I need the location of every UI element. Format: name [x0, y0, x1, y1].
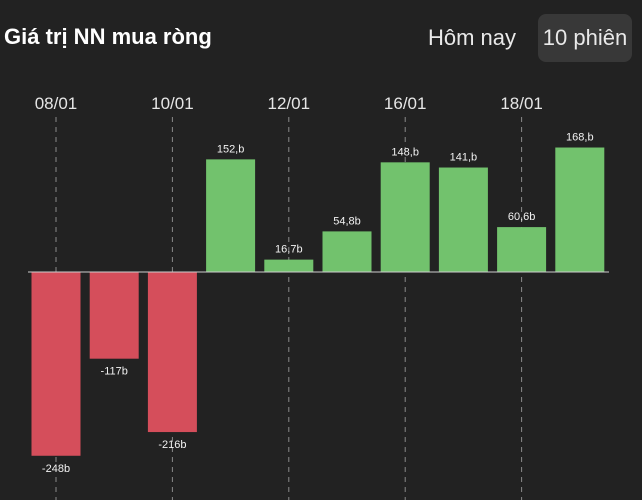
bar [438, 167, 488, 272]
data-label: 60,6b [508, 211, 536, 223]
header: Giá trị NN mua ròng Hôm nay 10 phiên [0, 0, 642, 76]
data-label: 148,b [391, 146, 419, 158]
data-label: 54,8b [333, 215, 361, 227]
bar [380, 162, 430, 272]
data-label: -216b [158, 439, 186, 451]
tab-today[interactable]: Hôm nay [427, 25, 517, 50]
bar [264, 259, 314, 272]
data-label: 16,7b [275, 244, 303, 256]
x-tick-label: 16/01 [384, 94, 427, 113]
data-label: 141,b [450, 152, 478, 164]
bar [322, 231, 372, 272]
tab-10-sessions[interactable]: 10 phiên [538, 14, 632, 62]
data-label: 168,b [566, 132, 594, 144]
bar [497, 227, 547, 272]
x-tick-label: 18/01 [500, 94, 543, 113]
bar [89, 272, 139, 359]
data-label: -117b [101, 366, 128, 378]
x-tick-label: 08/01 [35, 94, 78, 113]
data-label: -248b [42, 463, 70, 475]
x-tick-label: 10/01 [151, 94, 194, 113]
bar [206, 159, 256, 272]
chart-title: Giá trị NN mua ròng [4, 24, 212, 49]
bar [31, 272, 81, 456]
bar [147, 272, 197, 433]
bar [555, 147, 605, 272]
data-label: 152,b [217, 143, 245, 155]
x-tick-label: 12/01 [268, 94, 311, 113]
